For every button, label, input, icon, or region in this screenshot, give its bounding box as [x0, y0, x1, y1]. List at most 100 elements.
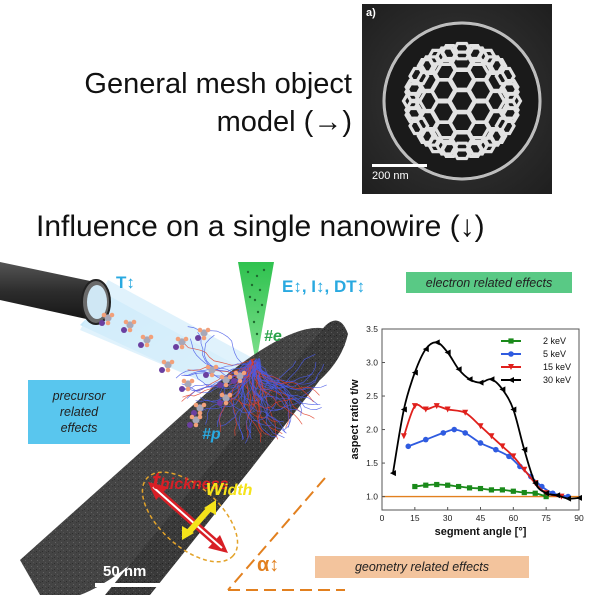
- geometry-effects-box: geometry related effects: [315, 556, 529, 578]
- data-point: [477, 485, 484, 492]
- mesh-cell: [427, 136, 447, 154]
- x-tick-label: 60: [509, 513, 519, 523]
- aspect-ratio-chart: 0 15 30 45 60 75 90 1.0 1.5 2.0 2.5 3.0 3.5 segment a…: [349, 324, 584, 538]
- gas-injection-nozzle: [0, 262, 111, 325]
- data-point: [532, 490, 538, 496]
- angle-guide-lines: [227, 477, 345, 591]
- trajectory: [255, 365, 322, 410]
- sem-mesh-image: a) 200 nm: [362, 4, 552, 194]
- data-point: [532, 480, 539, 487]
- y-tick-label: 2.5: [366, 391, 378, 401]
- plot-area: [381, 328, 580, 511]
- thickness-initial: t: [152, 468, 160, 495]
- data-point: [493, 446, 499, 453]
- data-point: [510, 488, 516, 494]
- data-point: [510, 406, 517, 413]
- data-point: [521, 466, 528, 473]
- precursor-molecule: [99, 312, 115, 326]
- data-point: [411, 403, 418, 410]
- data-point: [434, 481, 440, 488]
- data-point: [576, 494, 582, 501]
- data-point: [565, 495, 572, 502]
- trajectory: [259, 361, 317, 389]
- x-tick-label: 15: [410, 513, 420, 523]
- trajectory: [223, 360, 255, 414]
- precursor-molecule: [159, 359, 175, 373]
- precursor-molecule: [195, 327, 211, 341]
- precursor-molecule: [203, 364, 219, 378]
- data-point: [499, 386, 506, 393]
- data-point: [405, 443, 412, 450]
- trajectory: [258, 363, 325, 385]
- data-point: [499, 487, 505, 493]
- x-tick-label: 45: [476, 513, 486, 523]
- data-point: [433, 403, 440, 410]
- trajectory: [232, 365, 259, 440]
- y-tick-label: 1.0: [366, 492, 378, 502]
- y-tick-label: 1.5: [366, 458, 378, 468]
- data-point: [422, 346, 429, 353]
- precursor-molecule: [217, 392, 233, 406]
- data-point: [506, 453, 512, 460]
- mesh-cell: [497, 100, 520, 120]
- data-point: [433, 339, 440, 346]
- thickness-label: thickness: [152, 468, 228, 496]
- trajectory: [187, 359, 255, 379]
- legend-marker: [508, 364, 514, 370]
- mesh-cell: [477, 136, 497, 154]
- width-initial: w: [206, 475, 224, 500]
- mesh-cell: [451, 141, 473, 161]
- trajectory: [252, 361, 286, 433]
- x-tick-label: 75: [541, 513, 551, 523]
- x-tick-label: 90: [574, 513, 584, 523]
- precursor-molecule: [187, 414, 203, 428]
- data-point: [477, 379, 484, 386]
- headline-mesh-model: General mesh object: [84, 68, 352, 100]
- legend-marker: [508, 351, 514, 357]
- mesh-cell: [464, 141, 484, 158]
- trajectory: [250, 362, 277, 421]
- data-point: [400, 433, 407, 440]
- precursor-molecules: [99, 312, 247, 428]
- mesh-cell: [503, 92, 523, 110]
- data-point: [477, 440, 484, 446]
- data-point: [412, 483, 418, 490]
- precursor-box-line: precursor: [52, 389, 106, 403]
- beam-parameters-label: E↕, I↕, DT↕: [282, 277, 366, 296]
- data-point: [462, 409, 469, 416]
- trajectory: [251, 364, 287, 434]
- angle-alpha-label: α↕: [257, 554, 280, 576]
- trajectory: [257, 365, 285, 439]
- data-point: [554, 492, 561, 499]
- x-axis-label: segment angle [°]: [435, 526, 527, 538]
- scalebar: [95, 583, 177, 587]
- data-point: [466, 485, 473, 491]
- mesh-cell: [435, 136, 458, 156]
- data-point: [488, 487, 495, 493]
- trajectory: [243, 360, 272, 426]
- data-point: [440, 430, 447, 436]
- data-point: [488, 433, 495, 440]
- sem-scalebar-label: 200 nm: [372, 170, 409, 182]
- trajectory: [253, 363, 321, 406]
- legend-label: 5 keV: [543, 349, 566, 359]
- width-rest: idth: [223, 482, 253, 499]
- electron-effects-box: electron related effects: [406, 272, 572, 293]
- mesh-cell: [484, 89, 511, 113]
- data-point: [466, 376, 473, 383]
- width-label: width: [206, 475, 252, 501]
- data-point: [451, 426, 458, 433]
- data-point: [389, 470, 396, 477]
- series-5-kev: [405, 426, 571, 500]
- legend-marker: [508, 377, 514, 383]
- trajectory: [190, 338, 257, 372]
- data-point: [521, 489, 527, 496]
- data-point: [422, 406, 429, 413]
- legend-label: 30 keV: [543, 375, 571, 385]
- mesh-cell: [494, 116, 516, 136]
- mesh-cell: [440, 141, 460, 158]
- precursor-molecule: [138, 334, 154, 348]
- data-point: [462, 430, 468, 436]
- mesh-cell: [501, 106, 520, 124]
- data-point: [455, 366, 462, 373]
